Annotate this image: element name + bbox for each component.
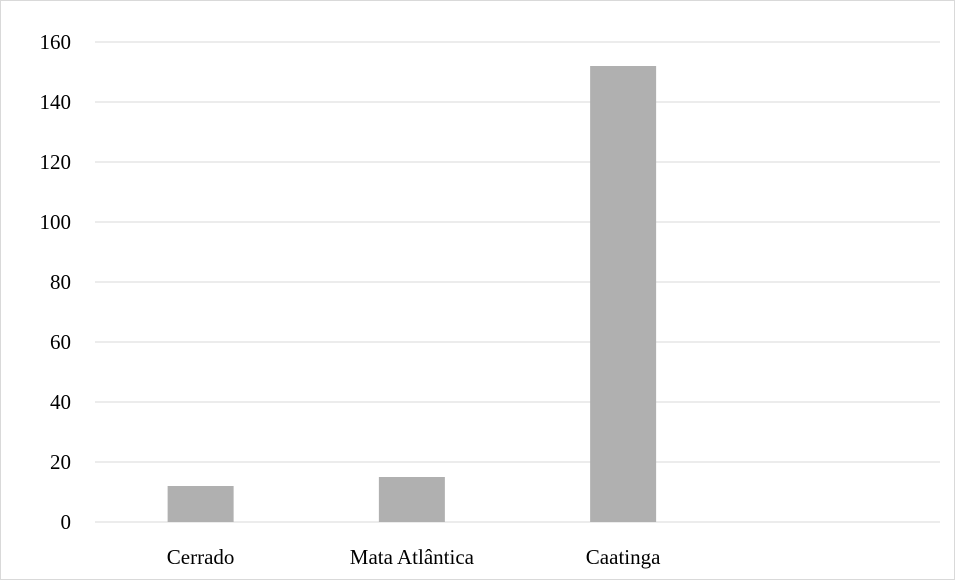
- y-tick-label: 20: [50, 450, 71, 474]
- bar-mata-atl-ntica: [378, 477, 445, 522]
- x-axis-tick-labels: Cerrado Mata Atlântica Caatinga: [167, 545, 661, 569]
- y-tick-label: 140: [40, 90, 72, 114]
- bar-cerrado: [167, 486, 234, 522]
- x-tick-label: Mata Atlântica: [350, 545, 475, 569]
- bar-caatinga: [590, 66, 657, 522]
- y-tick-label: 40: [50, 390, 71, 414]
- y-tick-label: 120: [40, 150, 72, 174]
- y-tick-label: 80: [50, 270, 71, 294]
- y-tick-label: 60: [50, 330, 71, 354]
- y-tick-label: 0: [61, 510, 72, 534]
- x-tick-label: Cerrado: [167, 545, 235, 569]
- y-tick-label: 160: [40, 30, 72, 54]
- y-axis-tick-labels: 0 20 40 60 80 100 120 140 160: [40, 30, 72, 534]
- bars: [167, 66, 657, 522]
- y-tick-label: 100: [40, 210, 72, 234]
- x-tick-label: Caatinga: [586, 545, 661, 569]
- gridlines: [95, 41, 940, 523]
